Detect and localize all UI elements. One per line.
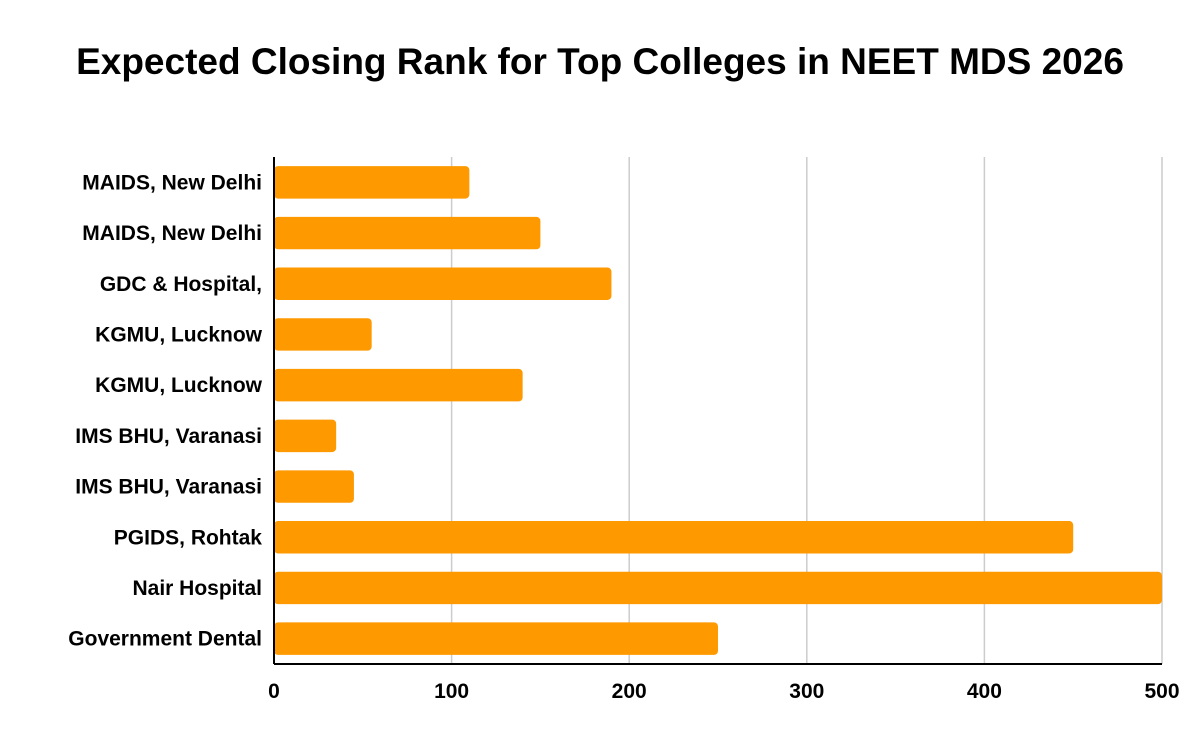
bar (274, 216, 541, 250)
bars (274, 166, 1162, 655)
bar (274, 622, 718, 655)
category-label: KGMU, Lucknow (95, 374, 262, 397)
category-label: MAIDS, New Delhi (82, 222, 262, 245)
x-tick-label: 200 (612, 680, 647, 703)
category-label: IMS BHU, Varanasi (75, 425, 262, 448)
x-tick-label: 100 (434, 680, 469, 703)
tick-labels: MAIDS, New Delhi MAIDS, New Delhi GDC & Ho… (68, 171, 1179, 703)
category-label: Government Dental (68, 628, 262, 651)
category-label: IMS BHU, Varanasi (75, 476, 262, 499)
category-label: MAIDS, New Delhi (82, 171, 262, 194)
category-label: KGMU, Lucknow (95, 323, 262, 346)
chart-title: Expected Closing Rank for Top Colleges i… (76, 41, 1124, 82)
category-label: Nair Hospital (132, 577, 262, 600)
bar (274, 470, 354, 503)
bar (274, 571, 1162, 605)
category-label: PGIDS, Rohtak (114, 526, 263, 549)
bar (274, 267, 612, 300)
bar (274, 368, 523, 402)
bar (274, 166, 470, 199)
category-label: GDC & Hospital, (100, 273, 262, 296)
x-tick-label: 300 (789, 680, 824, 703)
x-tick-label: 500 (1144, 680, 1179, 703)
axes (273, 157, 1162, 665)
bar (274, 521, 1074, 554)
bar (274, 318, 372, 351)
bar (274, 419, 337, 453)
x-tick-label: 400 (967, 680, 1002, 703)
x-tick-label: 0 (268, 680, 280, 703)
